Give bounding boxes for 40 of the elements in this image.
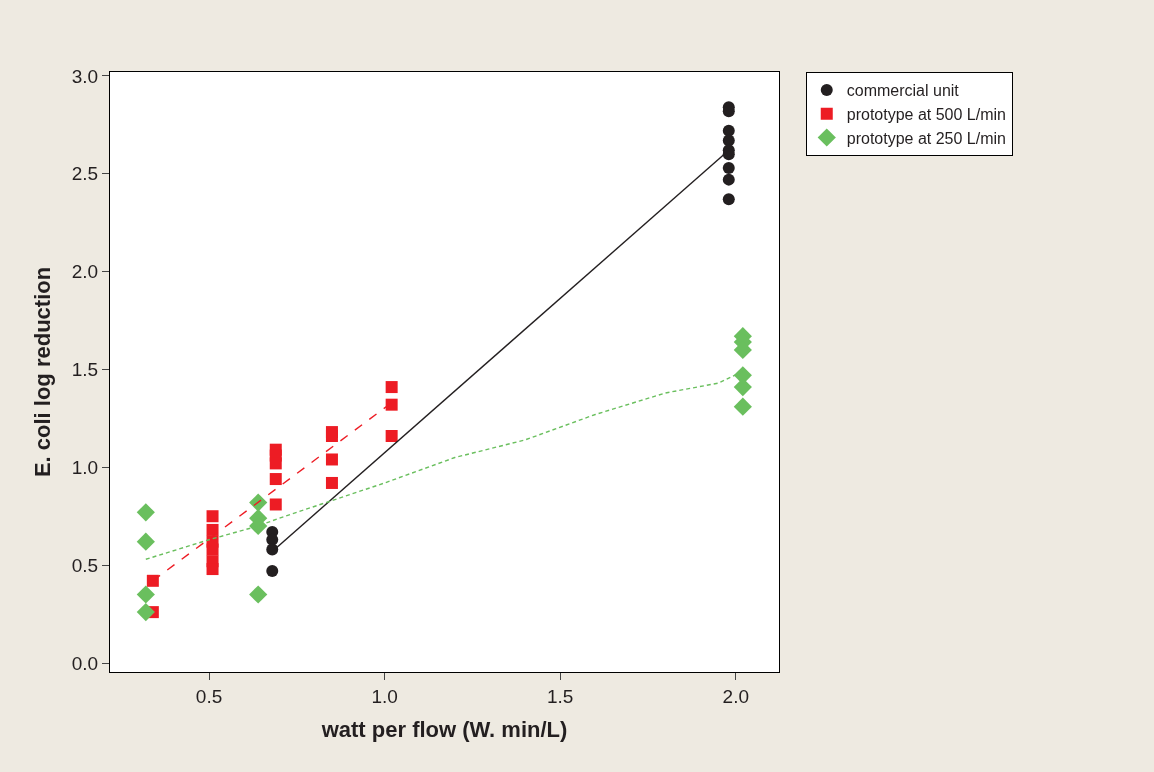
y-tick-label: 1.5 (71, 359, 99, 381)
point (136, 532, 155, 551)
x-tick-label: 1.0 (371, 685, 398, 707)
y-tick-label: 1.0 (71, 456, 99, 478)
point (733, 397, 752, 416)
point (722, 193, 735, 206)
legend-label: commercial unit (846, 82, 960, 100)
point (136, 585, 155, 604)
point (136, 603, 155, 622)
y-tick-label: 2.5 (71, 163, 99, 185)
point (325, 476, 338, 489)
point (722, 124, 735, 137)
point (722, 173, 735, 186)
point (269, 457, 282, 470)
point (206, 563, 219, 576)
point (325, 453, 338, 466)
point (269, 498, 282, 511)
point (385, 398, 398, 411)
x-axis-title: watt per flow (W. min/L) (320, 716, 568, 742)
legend-label: prototype at 500 L/min (846, 105, 1006, 123)
y-tick-label: 3.0 (71, 65, 99, 87)
y-tick-label: 0.0 (71, 652, 99, 674)
point (136, 503, 155, 522)
x-tick-label: 2.0 (722, 685, 750, 707)
point (206, 510, 219, 523)
point (385, 381, 398, 394)
point (385, 429, 398, 442)
point (249, 585, 268, 604)
point (266, 565, 279, 578)
y-tick-label: 0.5 (71, 554, 99, 576)
y-tick-label: 2.0 (71, 261, 99, 283)
point (269, 473, 282, 486)
point (206, 543, 219, 556)
x-tick-label: 1.5 (547, 685, 574, 707)
x-tick-label: 0.5 (195, 685, 223, 707)
legend-label: prototype at 250 L/min (846, 129, 1006, 147)
point (722, 161, 735, 174)
point (146, 574, 159, 587)
point (206, 523, 219, 536)
y-axis-title: E. coli log reduction (29, 266, 55, 478)
